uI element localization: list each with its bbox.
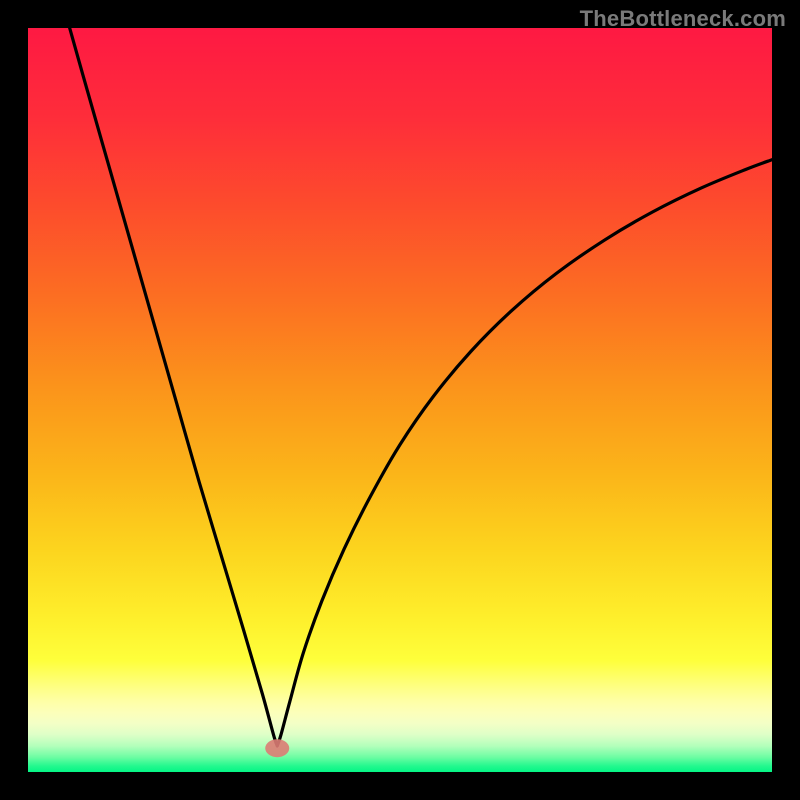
minimum-marker [265,739,289,757]
chart-frame: TheBottleneck.com [0,0,800,800]
watermark-text: TheBottleneck.com [580,6,786,32]
plot-svg [28,28,772,772]
plot-background [28,28,772,772]
plot-area [28,28,772,772]
